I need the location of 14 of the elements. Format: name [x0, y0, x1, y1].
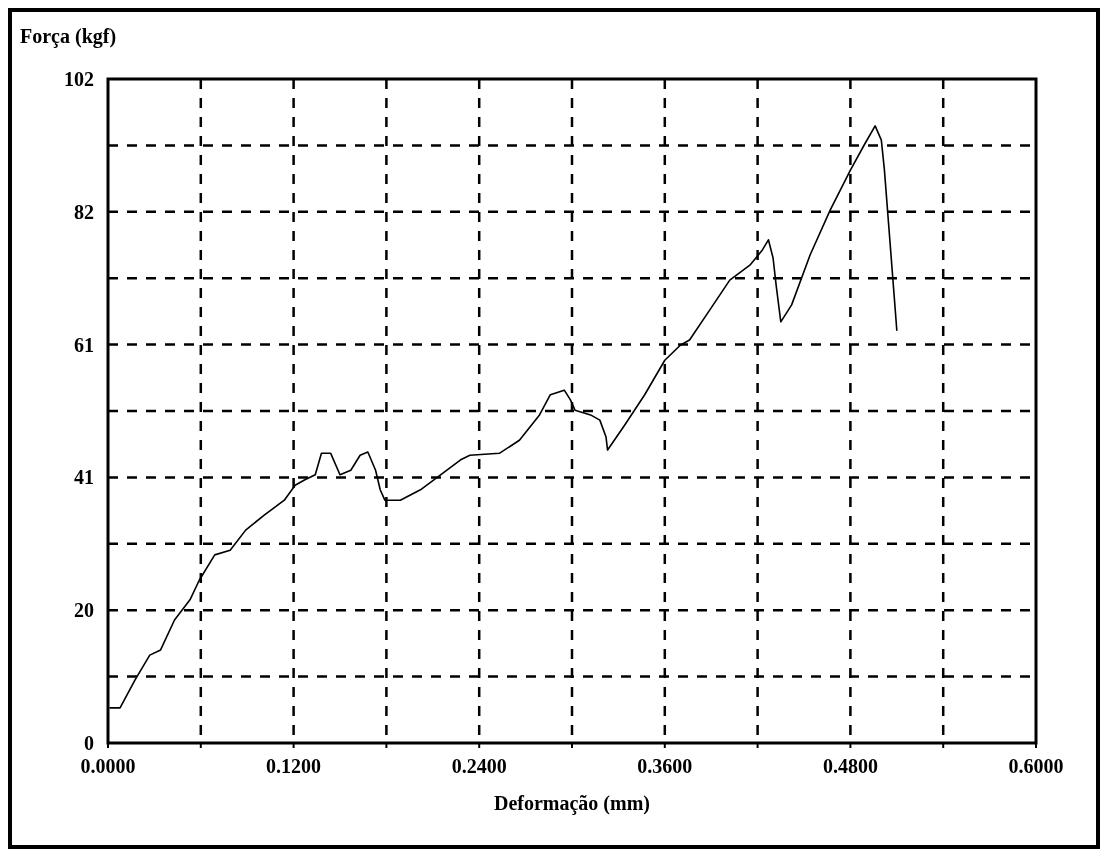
x-tick-label: 0.0000 — [80, 755, 136, 777]
y-tick-label: 41 — [74, 466, 94, 489]
x-tick-label: 0.4800 — [822, 755, 878, 777]
y-tick-label: 61 — [74, 333, 94, 356]
x-axis-title: Deformação (mm) — [493, 792, 651, 815]
x-tick-label: 0.1200 — [266, 755, 322, 777]
y-tick-label: 0 — [84, 732, 94, 754]
y-tick-label: 20 — [74, 599, 94, 622]
y-axis-title: Força (kgf) — [20, 25, 117, 48]
x-tick-label: 0.3600 — [637, 755, 693, 777]
x-tick-label: 0.2400 — [451, 755, 507, 777]
x-tick-label: 0.6000 — [1008, 755, 1064, 777]
y-tick-label: 102 — [64, 68, 94, 90]
y-tick-label: 82 — [74, 200, 94, 223]
